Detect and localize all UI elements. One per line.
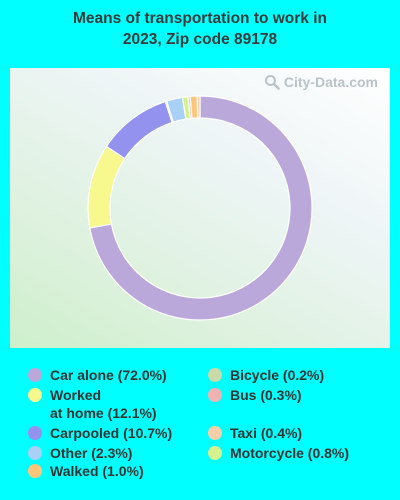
legend-item: Other (2.3%) [28, 444, 132, 462]
legend-label: Taxi (0.4%) [230, 425, 303, 441]
donut-slice-0 [89, 95, 313, 321]
legend-label: Bus (0.3%) [230, 387, 302, 403]
legend-label: Motorcycle (0.8%) [230, 445, 350, 461]
legend-item: Carpooled (10.7%) [28, 424, 172, 442]
legend-item: Taxi (0.4%) [208, 424, 302, 442]
chart-title-line-2: 2023, Zip code 89178 [122, 31, 278, 48]
legend-swatch [28, 368, 42, 382]
legend-label: Car alone (72.0%) [50, 367, 167, 383]
legend-item: Car alone (72.0%) [28, 366, 167, 384]
legend-swatch [208, 368, 222, 382]
legend-label: Walked (1.0%) [50, 463, 144, 479]
legend-item: Bicycle (0.2%) [208, 366, 324, 384]
legend-swatch [208, 446, 222, 460]
legend-swatch [208, 426, 222, 440]
legend-swatch [28, 464, 42, 478]
donut-slice-8 [196, 95, 201, 119]
chart-title: Means of transportation to work in 2023,… [0, 8, 400, 50]
donut-chart [87, 95, 313, 321]
legend-item: Bus (0.3%) [208, 386, 302, 404]
magnifier-icon [264, 75, 280, 90]
legend-swatch [28, 388, 42, 402]
legend-item: Worked at home (12.1%) [28, 386, 157, 422]
legend-swatch [208, 388, 222, 402]
chart-title-line-1: Means of transportation to work in [72, 10, 328, 27]
donut-slice-2 [105, 100, 173, 160]
legend-swatch [28, 446, 42, 460]
legend-swatch [28, 426, 42, 440]
chart-panel: City-Data.com [10, 68, 390, 348]
legend-label: Other (2.3%) [50, 445, 133, 461]
watermark-text: City-Data.com [283, 74, 378, 90]
legend-label: Carpooled (10.7%) [50, 425, 173, 441]
legend-item: Motorcycle (0.8%) [208, 444, 349, 462]
donut-slice-7 [189, 95, 199, 119]
watermark: City-Data.com [264, 74, 378, 90]
legend-label: Worked at home (12.1%) [50, 387, 157, 421]
legend-label: Bicycle (0.2%) [230, 367, 325, 383]
legend-item: Walked (1.0%) [28, 462, 144, 480]
donut-slice-1 [87, 145, 126, 229]
